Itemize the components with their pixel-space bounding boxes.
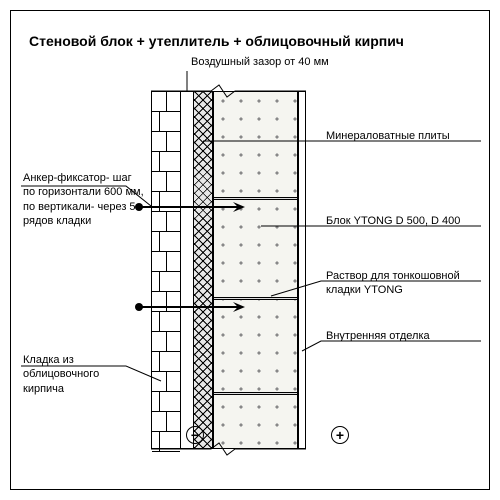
- label-anchor: Анкер-фиксатор- шаг по горизонтали 600 м…: [23, 171, 145, 228]
- label-facing: Кладка из облицовочного кирпича: [23, 353, 143, 396]
- break-mark-bottom: [151, 441, 306, 457]
- brick-course: [152, 412, 180, 432]
- air-gap-layer: [181, 91, 193, 449]
- interior-symbol: +: [331, 426, 349, 444]
- anchor-tie: [139, 206, 239, 208]
- brick-course: [152, 252, 180, 272]
- brick-course: [152, 272, 180, 292]
- brick-course: [152, 212, 180, 232]
- mortar-joint: [214, 392, 297, 395]
- brick-course: [152, 192, 180, 212]
- break-mark-top: [151, 83, 306, 99]
- label-air-gap: Воздушный зазор от 40 мм: [191, 55, 329, 69]
- ytong-block-layer: [213, 91, 298, 449]
- brick-course: [152, 372, 180, 392]
- insulation-layer: [193, 91, 213, 449]
- brick-facing-layer: [151, 91, 181, 449]
- interior-finish-layer: [298, 91, 306, 449]
- diagram-title: Стеновой блок + утеплитель + облицовочны…: [29, 33, 404, 49]
- anchor-tie: [139, 306, 239, 308]
- brick-course: [152, 132, 180, 152]
- brick-course: [152, 232, 180, 252]
- brick-course: [152, 392, 180, 412]
- wall-section-diagram: Воздушный зазор от 40 мм Минераловатные …: [11, 71, 489, 469]
- brick-course: [152, 292, 180, 312]
- mortar-joint: [214, 297, 297, 300]
- brick-course: [152, 352, 180, 372]
- brick-course: [152, 152, 180, 172]
- mortar-joint: [214, 197, 297, 200]
- label-interior: Внутренняя отделка: [326, 329, 486, 343]
- label-block: Блок YTONG D 500, D 400: [326, 214, 486, 228]
- brick-course: [152, 172, 180, 192]
- brick-course: [152, 312, 180, 332]
- brick-course: [152, 332, 180, 352]
- label-mortar: Раствор для тонкошовной кладки YTONG: [326, 269, 491, 298]
- label-mineral-wool: Минераловатные плиты: [326, 129, 486, 143]
- brick-course: [152, 112, 180, 132]
